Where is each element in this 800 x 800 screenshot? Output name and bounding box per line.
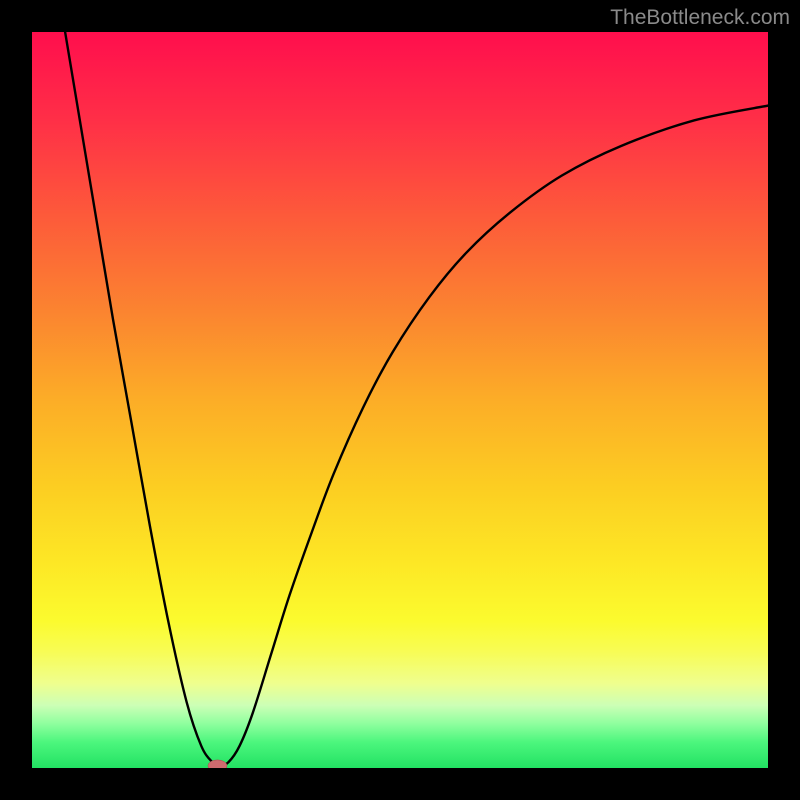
gradient-background xyxy=(32,32,768,768)
plot-svg xyxy=(32,32,768,768)
chart-stage: TheBottleneck.com xyxy=(0,0,800,800)
watermark-text: TheBottleneck.com xyxy=(610,6,790,30)
plot-area xyxy=(32,32,768,768)
